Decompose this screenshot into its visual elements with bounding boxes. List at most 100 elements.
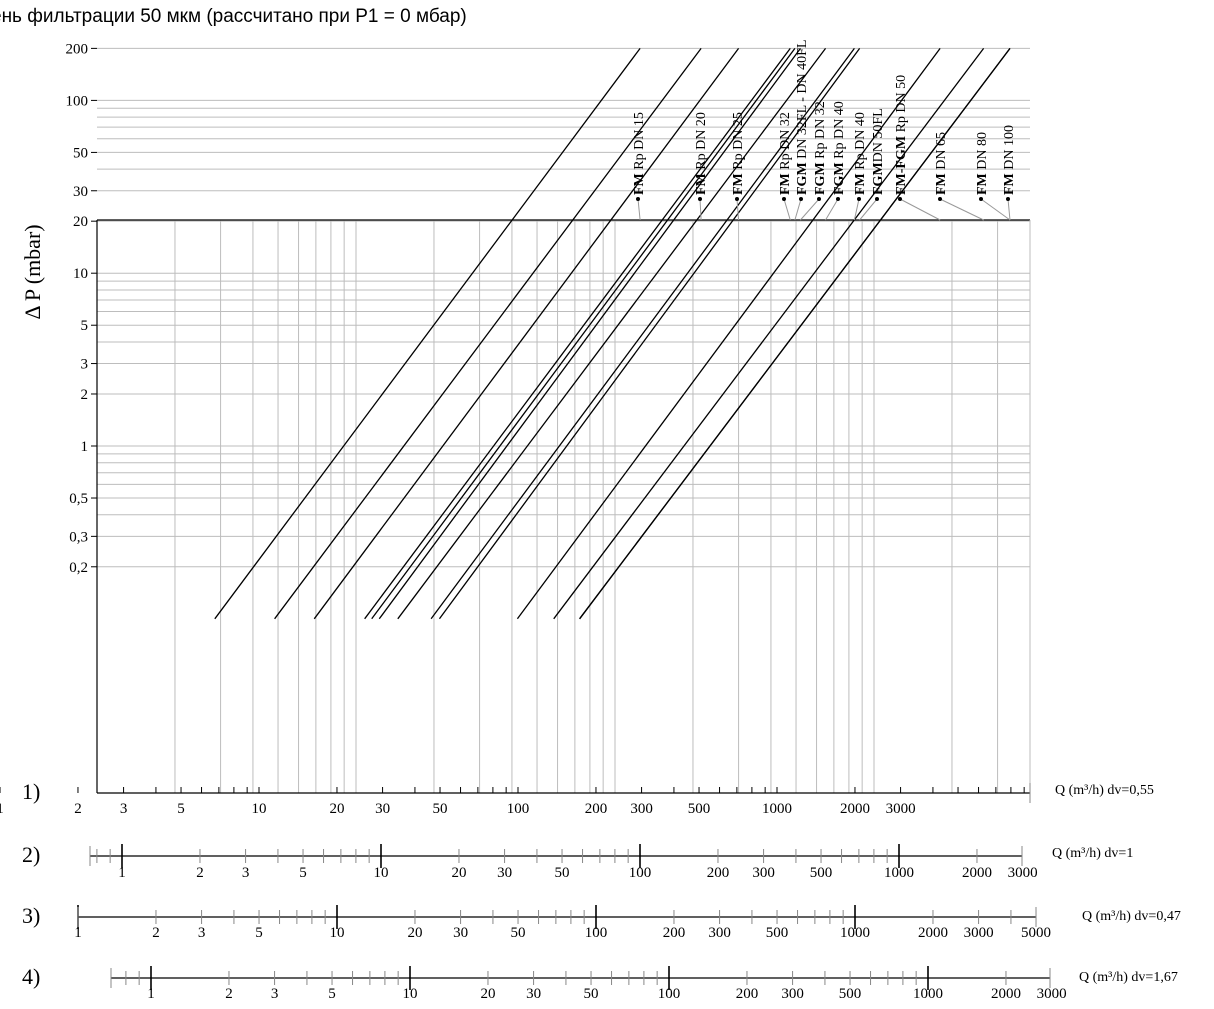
x-tick-label: 1000 — [884, 865, 914, 881]
y-tick-label: 20 — [73, 214, 88, 230]
series-dot — [698, 197, 702, 201]
x-tick-label: 500 — [839, 986, 862, 1002]
series — [214, 47, 1011, 620]
series-label: FM Rp DN 15 — [632, 112, 647, 195]
series-line — [274, 47, 702, 620]
x-tick-label: 30 — [375, 801, 390, 817]
series-line — [371, 47, 796, 620]
series-label: FGM Rp DN 32 — [813, 101, 828, 195]
y-tick-label: 2 — [81, 387, 89, 403]
series-leader — [783, 198, 791, 221]
x-tick-label: 5 — [328, 986, 336, 1002]
y-tick-label: 30 — [73, 184, 88, 200]
x-scale-1: 1) 1 2 3 5 10 20 30 50 100 200 300 500 1000 2000 3000 Q … — [0, 779, 1154, 817]
x-tick-label: 2 — [225, 986, 233, 1002]
x-tick-label: 2 — [74, 801, 82, 817]
x-tick-label: 5 — [299, 865, 307, 881]
dv-value: =0,55 — [1121, 783, 1153, 798]
x-tick-label: 20 — [451, 865, 466, 881]
x-scale-label: 3) — [22, 903, 40, 928]
x-tick-label: 1000 — [840, 925, 870, 941]
x-axis-label: Q (m³/h) dv=1,67 — [1079, 970, 1178, 985]
series-dot — [799, 197, 803, 201]
x-tick-label: 50 — [511, 925, 526, 941]
x-tick-label: 100 — [585, 925, 608, 941]
x-tick-label: 1000 — [913, 986, 943, 1002]
series-dot — [836, 197, 840, 201]
series-label-bold: FGM — [813, 162, 828, 195]
series-label: FM Rp DN 40 — [853, 112, 868, 195]
x-tick-label: 200 — [663, 925, 686, 941]
x-tick-label: 5 — [255, 925, 263, 941]
x-tick-label: 3000 — [964, 925, 994, 941]
series-dot — [1006, 197, 1010, 201]
series-label-text: Rp DN 15 — [632, 112, 647, 173]
series-line — [214, 47, 641, 620]
x-scale-label: 2) — [22, 842, 40, 867]
x-tick-label: 200 — [736, 986, 759, 1002]
series-leader — [899, 198, 941, 221]
x-tick-label: 3000 — [1037, 986, 1067, 1002]
series-label-bold: FM — [731, 173, 746, 195]
series-dot — [782, 197, 786, 201]
series-label-text: DN 65 — [934, 132, 949, 173]
x-tick-label: 100 — [629, 865, 652, 881]
series-dot — [817, 197, 821, 201]
series-label: FM DN 80 — [975, 132, 990, 195]
series-line — [516, 47, 941, 620]
x-axis-label: Q (m³/h) dv=0,47 — [1082, 909, 1181, 924]
x-tick-label: 1 — [74, 925, 82, 941]
series-label-bold: FGM — [871, 162, 886, 195]
y-tick-label: 3 — [81, 357, 89, 373]
series-line — [378, 47, 801, 620]
x-tick-label: 3 — [120, 801, 128, 817]
x-tick-label: 10 — [252, 801, 267, 817]
y-axis-label: Δ P (mbar) — [20, 224, 45, 319]
series-dot — [636, 197, 640, 201]
y-tick-label: 1 — [81, 439, 89, 455]
series-label-bold: FGM — [795, 162, 810, 195]
x-tick-label: 2000 — [962, 865, 992, 881]
series-leader — [1007, 198, 1011, 221]
series-label: FM Rp DN 20 — [694, 112, 709, 195]
series-label-bold: FM — [853, 173, 868, 195]
series-leader — [853, 198, 860, 221]
x-tick-label: 500 — [810, 865, 833, 881]
series-dot — [857, 197, 861, 201]
x-tick-label: 200 — [707, 865, 730, 881]
grid — [97, 47, 1030, 793]
x-scale-4: 4) 1 2 3 5 10 20 30 50 100 200 300 500 1000 2000 3000 Q … — [22, 964, 1178, 1002]
series-label-bold: FM-FGM — [894, 136, 909, 195]
x-tick-label: 2 — [152, 925, 160, 941]
series-dot — [979, 197, 983, 201]
series-line — [397, 47, 827, 620]
series-line — [313, 47, 740, 620]
series-leader — [859, 198, 878, 221]
x-tick-label: 1 — [147, 986, 155, 1002]
x-tick-label: 3000 — [886, 801, 916, 817]
series-line — [553, 47, 985, 620]
series-label-bold: FM — [934, 173, 949, 195]
y-tick-label: 50 — [73, 145, 88, 161]
series-label-text: Rp DN 40 — [853, 112, 868, 173]
series-label-text: Rp DN 40 — [832, 101, 847, 162]
series-dot — [875, 197, 879, 201]
dv-value: =1 — [1118, 846, 1133, 861]
x-tick-label: 20 — [329, 801, 344, 817]
series-label-text: Rp DN 50 — [894, 75, 909, 136]
series-label-text: Rp DN 32 — [813, 101, 828, 162]
series-leader — [800, 198, 820, 221]
x-tick-label: 5 — [177, 801, 185, 817]
x-tick-label: 2 — [196, 865, 204, 881]
y-tick-label: 5 — [81, 318, 89, 334]
series-line — [579, 47, 1011, 620]
series-leader — [794, 198, 802, 221]
y-tick-label: 0,3 — [69, 529, 88, 545]
x-scale-label: 1) — [22, 779, 40, 804]
x-tick-label: 30 — [526, 986, 541, 1002]
series-label-bold: FM — [778, 173, 793, 195]
series-leader — [939, 198, 984, 221]
series-dot — [938, 197, 942, 201]
